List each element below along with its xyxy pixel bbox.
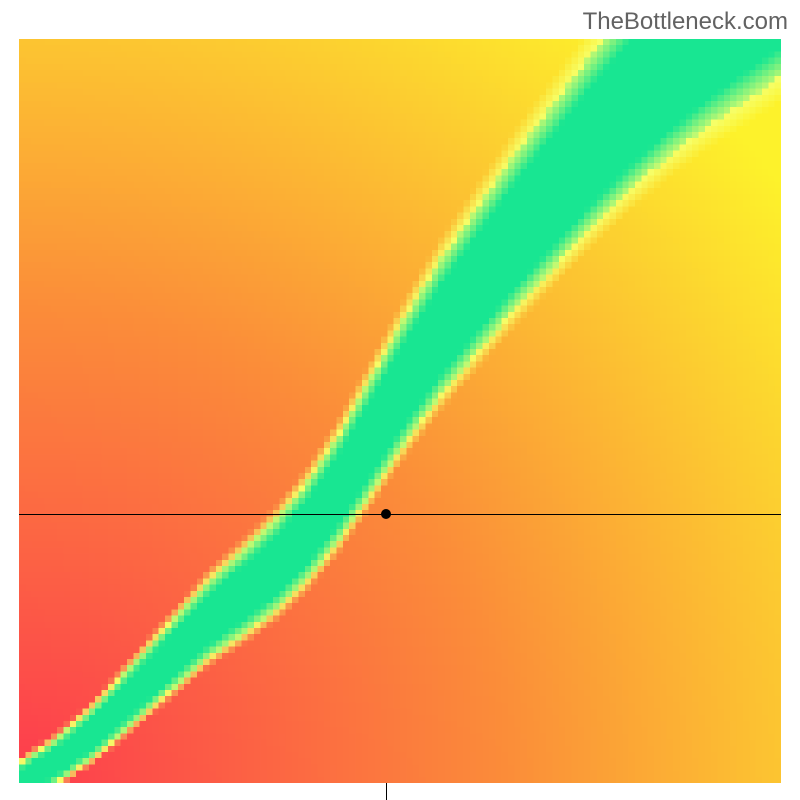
plot-area [19, 39, 781, 783]
chart-container: TheBottleneck.com [0, 0, 800, 800]
crosshair-vertical [386, 783, 387, 800]
data-point-marker [381, 509, 391, 519]
watermark-text: TheBottleneck.com [583, 8, 788, 36]
crosshair-horizontal [19, 514, 781, 515]
heatmap-canvas [19, 39, 781, 783]
